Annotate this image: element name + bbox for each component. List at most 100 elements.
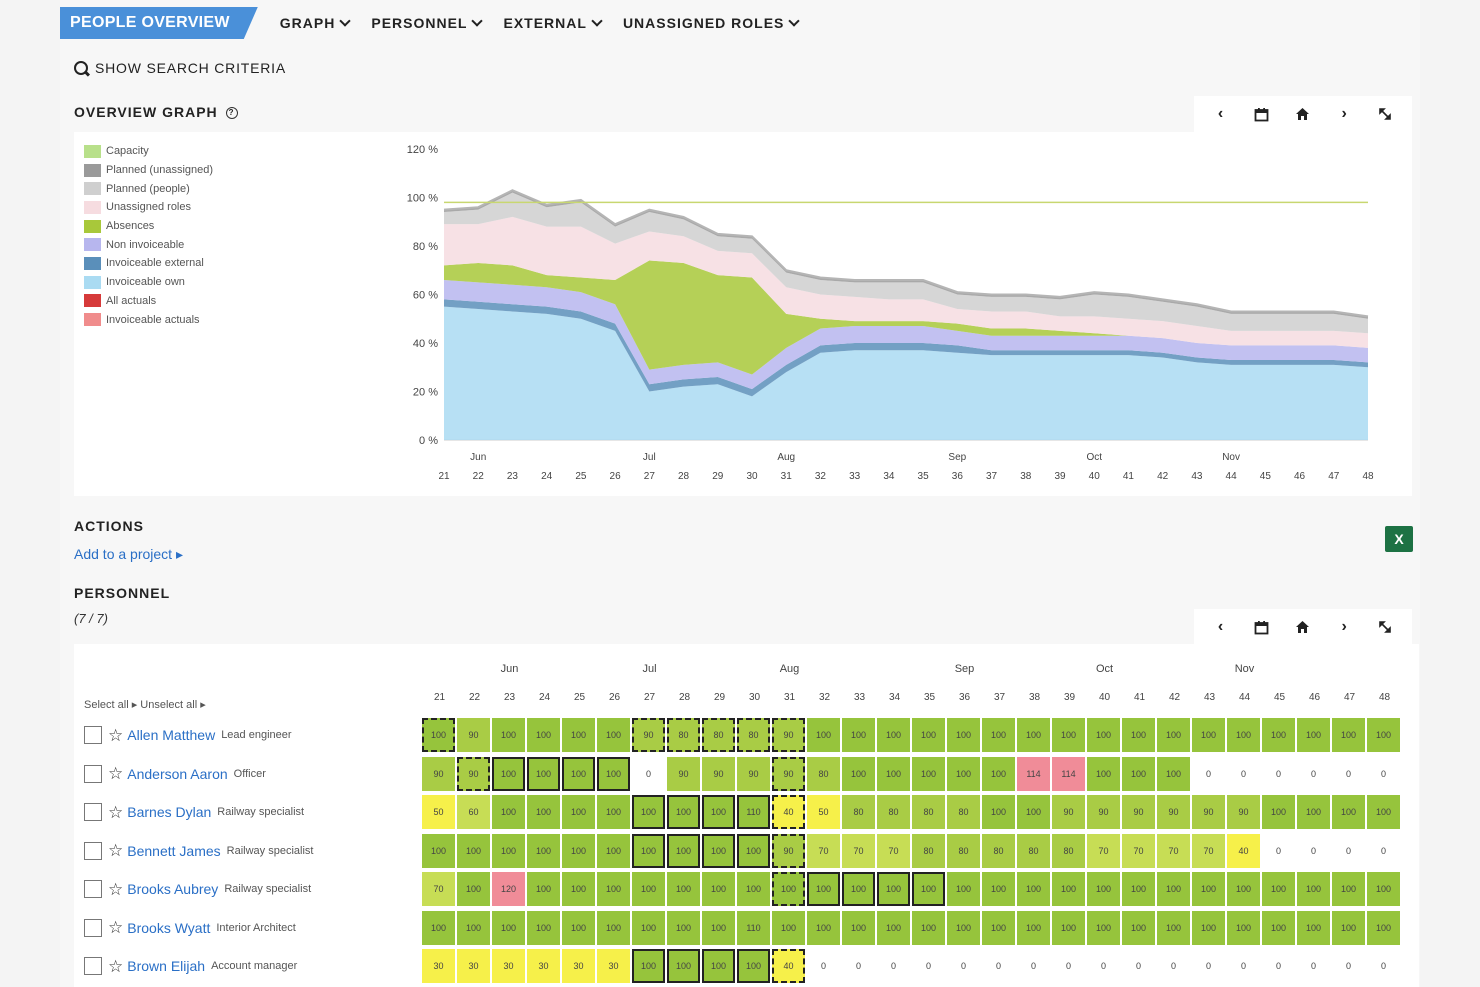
allocation-cell[interactable]: 90 — [772, 756, 805, 791]
allocation-cell[interactable]: 0 — [947, 949, 980, 983]
allocation-cell[interactable]: 100 — [1087, 910, 1120, 945]
allocation-cell[interactable]: 90 — [632, 718, 665, 752]
allocation-cell[interactable]: 0 — [877, 949, 910, 983]
allocation-cell[interactable]: 80 — [1017, 833, 1050, 868]
allocation-cell[interactable]: 80 — [912, 833, 945, 868]
allocation-cell[interactable]: 100 — [562, 718, 595, 752]
legend-item[interactable]: Planned (unassigned) — [84, 161, 213, 180]
allocation-cell[interactable]: 100 — [947, 910, 980, 945]
allocation-cell[interactable]: 100 — [702, 910, 735, 945]
allocation-cell[interactable]: 100 — [1367, 872, 1400, 906]
star-icon[interactable]: ☆ — [108, 918, 124, 937]
allocation-cell[interactable]: 100 — [877, 756, 910, 791]
allocation-cell[interactable]: 100 — [1017, 872, 1050, 906]
allocation-cell[interactable]: 0 — [1297, 756, 1330, 791]
allocation-cell[interactable]: 100 — [912, 718, 945, 752]
allocation-cell[interactable]: 100 — [772, 872, 805, 906]
allocation-cell[interactable]: 100 — [982, 910, 1015, 945]
allocation-cell[interactable]: 100 — [562, 872, 595, 906]
allocation-cell[interactable]: 0 — [807, 949, 840, 983]
expand-button[interactable] — [1373, 615, 1397, 639]
allocation-cell[interactable]: 114 — [1017, 756, 1050, 791]
calendar-button[interactable] — [1250, 615, 1274, 639]
unselect-all-link[interactable]: Unselect all ▸ — [140, 699, 206, 711]
tab-people-overview[interactable]: PEOPLE OVERVIEW — [60, 7, 258, 39]
allocation-cell[interactable]: 100 — [1052, 872, 1085, 906]
allocation-cell[interactable]: 100 — [982, 872, 1015, 906]
allocation-cell[interactable]: 80 — [912, 795, 945, 829]
allocation-cell[interactable]: 100 — [457, 910, 490, 945]
allocation-cell[interactable]: 0 — [912, 949, 945, 983]
allocation-cell[interactable]: 100 — [842, 718, 875, 752]
person-name-link[interactable]: Barnes Dylan — [127, 804, 212, 820]
allocation-cell[interactable]: 100 — [1087, 718, 1120, 752]
person-checkbox[interactable] — [84, 918, 102, 937]
allocation-cell[interactable]: 100 — [1157, 756, 1190, 791]
allocation-cell[interactable]: 100 — [1332, 795, 1365, 829]
allocation-cell[interactable]: 100 — [702, 833, 735, 868]
allocation-cell[interactable]: 90 — [772, 833, 805, 868]
allocation-cell[interactable]: 0 — [1192, 756, 1225, 791]
allocation-cell[interactable]: 80 — [877, 795, 910, 829]
allocation-cell[interactable]: 100 — [772, 910, 805, 945]
legend-item[interactable]: Unassigned roles — [84, 198, 213, 217]
allocation-cell[interactable]: 110 — [737, 795, 770, 829]
allocation-cell[interactable]: 90 — [702, 756, 735, 791]
allocation-cell[interactable]: 90 — [1087, 795, 1120, 829]
allocation-cell[interactable]: 100 — [702, 795, 735, 829]
allocation-cell[interactable]: 100 — [702, 872, 735, 906]
allocation-cell[interactable]: 0 — [1017, 949, 1050, 983]
allocation-cell[interactable]: 0 — [1122, 949, 1155, 983]
allocation-cell[interactable]: 90 — [1192, 795, 1225, 829]
allocation-cell[interactable]: 70 — [842, 833, 875, 868]
allocation-cell[interactable]: 100 — [982, 795, 1015, 829]
allocation-cell[interactable]: 100 — [1017, 718, 1050, 752]
expand-button[interactable] — [1373, 102, 1397, 126]
allocation-cell[interactable]: 100 — [562, 833, 595, 868]
allocation-cell[interactable]: 100 — [1262, 872, 1295, 906]
allocation-cell[interactable]: 100 — [527, 872, 560, 906]
allocation-cell[interactable]: 100 — [1087, 872, 1120, 906]
allocation-cell[interactable]: 100 — [492, 756, 525, 791]
allocation-cell[interactable]: 70 — [877, 833, 910, 868]
allocation-cell[interactable]: 0 — [1087, 949, 1120, 983]
allocation-cell[interactable]: 50 — [422, 795, 455, 829]
allocation-cell[interactable]: 100 — [597, 872, 630, 906]
allocation-cell[interactable]: 100 — [807, 718, 840, 752]
allocation-cell[interactable]: 100 — [1157, 872, 1190, 906]
allocation-cell[interactable]: 0 — [1227, 756, 1260, 791]
allocation-cell[interactable]: 80 — [842, 795, 875, 829]
allocation-cell[interactable]: 0 — [982, 949, 1015, 983]
allocation-cell[interactable]: 100 — [1052, 718, 1085, 752]
allocation-cell[interactable]: 100 — [947, 756, 980, 791]
allocation-cell[interactable]: 30 — [562, 949, 595, 983]
allocation-cell[interactable]: 100 — [632, 795, 665, 829]
calendar-button[interactable] — [1250, 102, 1274, 126]
allocation-cell[interactable]: 0 — [1367, 833, 1400, 868]
allocation-cell[interactable]: 100 — [597, 795, 630, 829]
allocation-cell[interactable]: 100 — [1192, 872, 1225, 906]
allocation-cell[interactable]: 100 — [1367, 795, 1400, 829]
allocation-cell[interactable]: 70 — [1192, 833, 1225, 868]
allocation-cell[interactable]: 50 — [807, 795, 840, 829]
allocation-cell[interactable]: 100 — [527, 756, 560, 791]
star-icon[interactable]: ☆ — [108, 879, 124, 899]
legend-item[interactable]: Capacity — [84, 142, 213, 161]
select-all-link[interactable]: Select all ▸ — [84, 699, 138, 711]
allocation-cell[interactable]: 0 — [1297, 833, 1330, 868]
allocation-cell[interactable]: 100 — [457, 872, 490, 906]
allocation-cell[interactable]: 100 — [667, 833, 700, 868]
allocation-cell[interactable]: 100 — [1087, 756, 1120, 791]
person-name-link[interactable]: Brooks Wyatt — [127, 919, 211, 936]
allocation-cell[interactable]: 100 — [492, 718, 525, 752]
allocation-cell[interactable]: 100 — [667, 910, 700, 945]
legend-item[interactable]: Invoiceable external — [84, 254, 213, 273]
person-checkbox[interactable] — [84, 726, 102, 744]
allocation-cell[interactable]: 0 — [1262, 949, 1295, 983]
allocation-cell[interactable]: 100 — [1052, 910, 1085, 945]
allocation-cell[interactable]: 100 — [562, 795, 595, 829]
allocation-cell[interactable]: 0 — [1297, 949, 1330, 983]
allocation-cell[interactable]: 0 — [1157, 949, 1190, 983]
allocation-cell[interactable]: 90 — [1122, 795, 1155, 829]
allocation-cell[interactable]: 100 — [422, 833, 455, 868]
